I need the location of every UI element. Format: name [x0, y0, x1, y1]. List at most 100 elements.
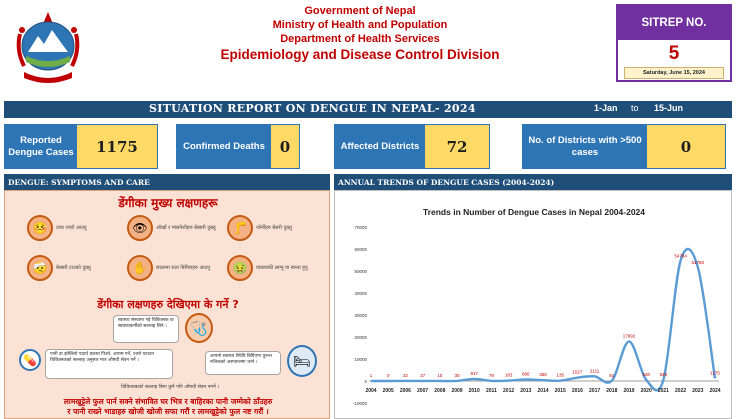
data-label: 183 — [505, 373, 513, 378]
symptom-text: छालामा राता बिमिराहरु आउनु — [156, 265, 211, 271]
vomiting-icon: 🤢 — [227, 255, 253, 281]
x-tick-label: 2009 — [451, 388, 462, 394]
x-tick-label: 2011 — [486, 388, 497, 394]
data-label: 356 — [539, 372, 547, 377]
x-tick-label: 2014 — [537, 388, 548, 394]
nepal-emblem-icon — [16, 12, 80, 83]
confirmed-deaths-label: Confirmed Deaths — [177, 125, 271, 168]
date-to: 15-Jun — [654, 103, 684, 113]
x-tick-label: 2021 — [658, 388, 669, 394]
districts-over-500-card: No. of Districts with >500 cases 0 — [522, 124, 726, 169]
data-label: 0 — [387, 373, 390, 378]
symptoms-infographic: डेंगीका मुख्य लक्षणहरू 🤒 उच्च ज्वरो आउनु… — [4, 190, 330, 419]
y-tick-label: 10000 — [354, 357, 367, 362]
trend-chart-panel: Trends in Number of Dengue Cases in Nepa… — [334, 190, 732, 419]
prevention-line-2: र पानी राख्ने भाडाहरु खोजी खोजी सफा गरौं… — [67, 407, 269, 416]
data-label: 1527 — [572, 370, 583, 375]
data-label: 917 — [470, 371, 478, 376]
data-label: 1175 — [710, 370, 720, 375]
symptom-item: 🤕 बेस्सरी टाउको दुख्नु — [27, 253, 119, 283]
data-label: 135 — [556, 373, 564, 378]
confirmed-deaths-value: 0 — [271, 125, 299, 168]
x-tick-label: 2020 — [641, 388, 652, 394]
report-title-bar: SITUATION REPORT ON DENGUE IN NEPAL- 202… — [4, 101, 732, 118]
x-tick-label: 2013 — [520, 388, 531, 394]
y-tick-label: 60000 — [354, 247, 367, 252]
eye-pain-icon: 👁 — [127, 215, 153, 241]
government-header: Government of Nepal Ministry of Health a… — [150, 4, 570, 64]
x-tick-label: 2017 — [589, 388, 600, 394]
affected-districts-value: 72 — [425, 125, 489, 168]
affected-districts-card: Affected Districts 72 — [334, 124, 490, 169]
x-tick-label: 2007 — [417, 388, 428, 394]
department-line: Department of Health Services — [280, 33, 440, 45]
date-to-word: to — [631, 103, 639, 113]
data-label: 10 — [437, 373, 443, 378]
symptom-item: 👁 ऑखाँ र मांसपेशीहरु बेस्सरी दुख्नु — [127, 213, 219, 243]
advice-note: चिकित्सकको सल्लाह बिना कुनै पनि औषधी सेव… — [120, 385, 220, 390]
symptom-text: उच्च ज्वरो आउनु — [56, 225, 87, 231]
sitrep-label: SITREP NO. — [618, 6, 730, 40]
x-tick-label: 2023 — [692, 388, 703, 394]
headache-icon: 🤕 — [27, 255, 53, 281]
data-label: 51780 — [692, 260, 705, 265]
y-tick-label: 30000 — [354, 313, 367, 318]
x-tick-label: 2004 — [365, 388, 376, 394]
dengue-trend-chart: -10000 0 10000 20000 30000 40000 50000 60000 700… — [353, 225, 721, 406]
x-tick-label: 2010 — [469, 388, 480, 394]
data-label: 81 — [609, 373, 615, 378]
symptom-text: जोर्नीहरु बेसरी दुख्नु — [256, 225, 292, 231]
y-tick-label: 0 — [364, 379, 367, 384]
data-label: 17992 — [623, 333, 636, 338]
sitrep-number: 5 — [668, 43, 680, 64]
data-label: 686 — [522, 371, 530, 376]
data-label: 540 — [660, 372, 668, 377]
x-tick-label: 2012 — [503, 388, 514, 394]
prevention-text: लामखुट्टेले फुल पार्न सक्ने संभावित घर भ… — [5, 397, 329, 417]
joint-pain-icon: 🦵 — [227, 215, 253, 241]
what-to-do-heading: डेंगीका लक्षणहरु देखिएमा के गर्ने ? — [97, 298, 239, 311]
symptom-item: 🤢 वाकवाकी लाग्नु वा बान्ता हुनु — [227, 253, 319, 283]
confirmed-deaths-card: Confirmed Deaths 0 — [176, 124, 300, 169]
advice-bubble: स्वास्थ्य संस्थामा गई चिकित्सक वा स्वास्… — [113, 315, 179, 343]
x-tick-label: 2018 — [606, 388, 617, 394]
symptom-item: ✋ छालामा राता बिमिराहरु आउनु — [127, 253, 219, 283]
sitrep-date: Saturday, June 15, 2024 — [624, 67, 724, 79]
data-label: 530 — [642, 372, 650, 377]
y-tick-label: 40000 — [354, 291, 367, 296]
main-symptoms-heading: डेंगीका मुख्य लक्षणहरू — [118, 196, 218, 210]
x-tick-label: 2015 — [555, 388, 566, 394]
data-label: 79 — [489, 373, 495, 378]
x-tick-label: 2019 — [623, 388, 634, 394]
sitrep-box: SITREP NO. 5 Saturday, June 15, 2024 — [616, 4, 732, 82]
data-label: 32 — [403, 373, 409, 378]
ministry-line: Ministry of Health and Population — [272, 19, 448, 31]
government-line: Government of Nepal — [304, 5, 416, 17]
division-line: Epidemiology and Disease Control Divisio… — [220, 47, 500, 62]
advice-bubble: आफ्नो स्वास्थ्य स्थिति बिग्रिएमा तुरुन्त… — [205, 351, 281, 375]
medicine-icon: 💊 — [19, 349, 41, 371]
symptom-item: 🦵 जोर्नीहरु बेसरी दुख्नु — [227, 213, 319, 243]
series-line — [370, 247, 717, 392]
symptom-text: बेस्सरी टाउको दुख्नु — [56, 265, 91, 271]
patient-icon: 🛏 — [287, 345, 317, 377]
affected-districts-label: Affected Districts — [335, 125, 425, 168]
reported-cases-value: 1175 — [77, 125, 157, 168]
data-label: 27 — [420, 373, 426, 378]
report-title: SITUATION REPORT ON DENGUE IN NEPAL- 202… — [149, 102, 476, 115]
x-tick-label: 2008 — [434, 388, 445, 394]
data-label: 54784 — [674, 253, 687, 258]
y-tick-label: 70000 — [354, 225, 367, 230]
reported-cases-card: Reported Dengue Cases 1175 — [4, 124, 158, 169]
y-tick-label: 20000 — [354, 335, 367, 340]
reported-cases-label: Reported Dengue Cases — [5, 125, 77, 168]
chart-title: Trends in Number of Dengue Cases in Nepa… — [422, 207, 646, 217]
data-label: 1 — [370, 373, 373, 378]
rash-icon: ✋ — [127, 255, 153, 281]
advice-bubble: पानी वा झोलिलो पदार्थ प्रशस्त पिउने, आरा… — [45, 349, 173, 379]
x-tick-label: 2022 — [675, 388, 686, 394]
districts-over-500-label: No. of Districts with >500 cases — [523, 125, 647, 168]
fever-icon: 🤒 — [27, 215, 53, 241]
y-tick-label: -10000 — [353, 401, 368, 406]
